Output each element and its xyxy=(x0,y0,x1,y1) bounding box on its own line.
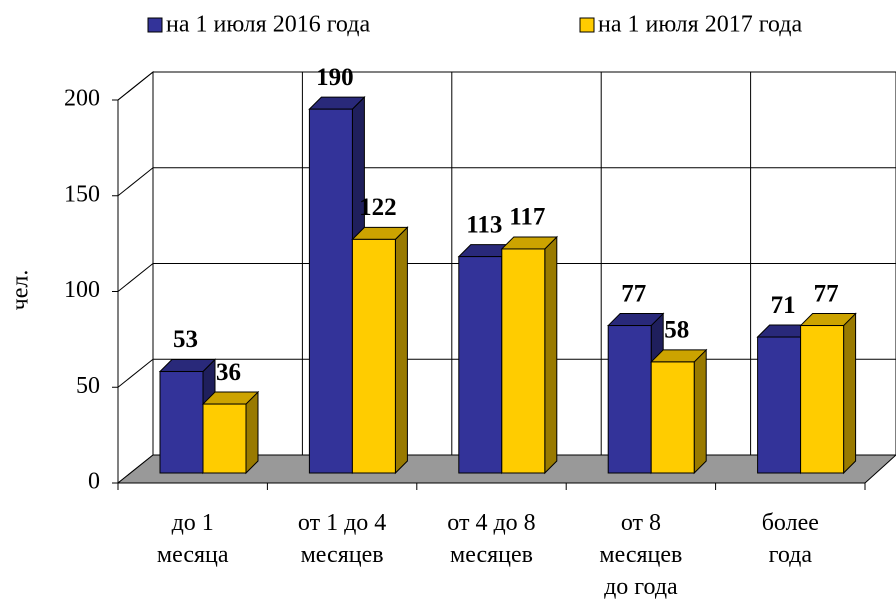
bar-front xyxy=(159,371,204,474)
x-tick-label: от 8 месяцев до года xyxy=(599,510,682,600)
grid-line xyxy=(117,358,154,388)
bar xyxy=(500,235,559,475)
bar xyxy=(351,226,409,475)
y-tick-label: 0 xyxy=(88,469,100,495)
value-label: 117 xyxy=(509,204,545,231)
bar-side xyxy=(245,390,259,475)
bar-front xyxy=(757,336,802,474)
x-tick-label: от 4 до 8 месяцев xyxy=(447,510,535,568)
bar-side xyxy=(693,348,707,475)
y-tick-label: 100 xyxy=(64,277,100,303)
legend-swatch xyxy=(579,17,595,33)
value-label: 36 xyxy=(216,359,241,386)
legend-label: на 1 июля 2017 года xyxy=(598,12,802,38)
bar-front xyxy=(202,403,247,474)
bar-front xyxy=(501,248,546,474)
y-tick-label: 200 xyxy=(64,86,100,112)
grid-line xyxy=(117,167,154,197)
value-label: 113 xyxy=(466,211,502,238)
value-label: 71 xyxy=(771,292,796,319)
bar-front xyxy=(607,325,652,474)
bar-front xyxy=(800,325,845,474)
bar-side xyxy=(544,235,558,475)
legend-label: на 1 июля 2016 года xyxy=(166,12,370,38)
bar-front xyxy=(650,361,695,474)
y-tick-label: 150 xyxy=(64,181,100,207)
x-tick-label: более года xyxy=(762,510,819,568)
bar xyxy=(649,348,708,475)
bar xyxy=(799,312,857,475)
bar-front xyxy=(351,238,396,474)
bar-front xyxy=(458,256,503,474)
value-label: 77 xyxy=(814,280,839,307)
value-label: 122 xyxy=(359,194,397,221)
bar-front xyxy=(308,108,353,474)
grid-line xyxy=(117,263,154,292)
legend-swatch xyxy=(147,17,163,33)
bar xyxy=(201,390,260,475)
x-tick-label: от 1 до 4 месяцев xyxy=(298,510,386,568)
bar-side xyxy=(394,226,408,475)
x-tick-label: до 1 месяца xyxy=(157,510,229,568)
y-axis-label: чел. xyxy=(8,270,34,311)
value-label: 58 xyxy=(664,317,689,344)
value-label: 77 xyxy=(621,280,646,307)
bar-side xyxy=(843,312,857,475)
value-label: 53 xyxy=(173,326,198,353)
value-label: 190 xyxy=(316,64,354,91)
grid-line xyxy=(117,71,154,101)
y-tick-label: 50 xyxy=(76,373,100,399)
